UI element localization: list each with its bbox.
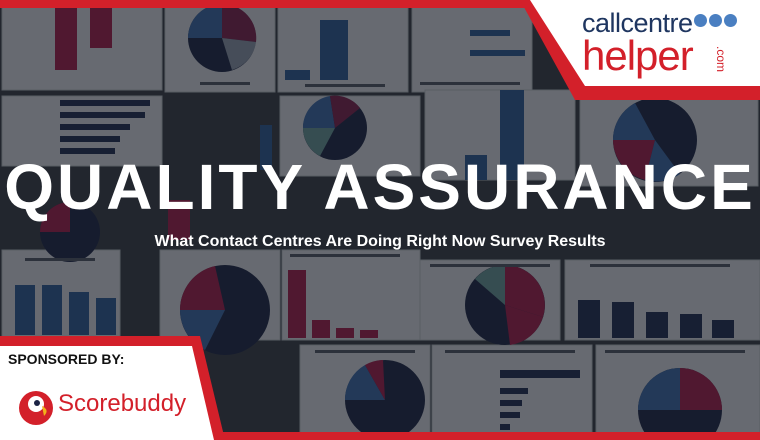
logo-dots-icon	[694, 14, 739, 32]
page-title: QUALITY ASSURANCE	[4, 151, 756, 223]
sponsor-name[interactable]: Scorebuddy	[58, 390, 187, 417]
red-stripe-top	[0, 0, 760, 8]
parrot-logo-icon	[19, 391, 53, 425]
logo-callcentre-text: callcentre	[582, 8, 693, 38]
sponsor-corner-panel	[0, 346, 214, 440]
logo-helper-text: helper	[582, 32, 694, 79]
red-stripe-bottom	[0, 432, 760, 440]
logo-com-text: .com	[714, 46, 728, 73]
page-subtitle: What Contact Centres Are Doing Right Now…	[154, 233, 606, 250]
sponsor-label: SPONSORED BY:	[8, 351, 125, 367]
